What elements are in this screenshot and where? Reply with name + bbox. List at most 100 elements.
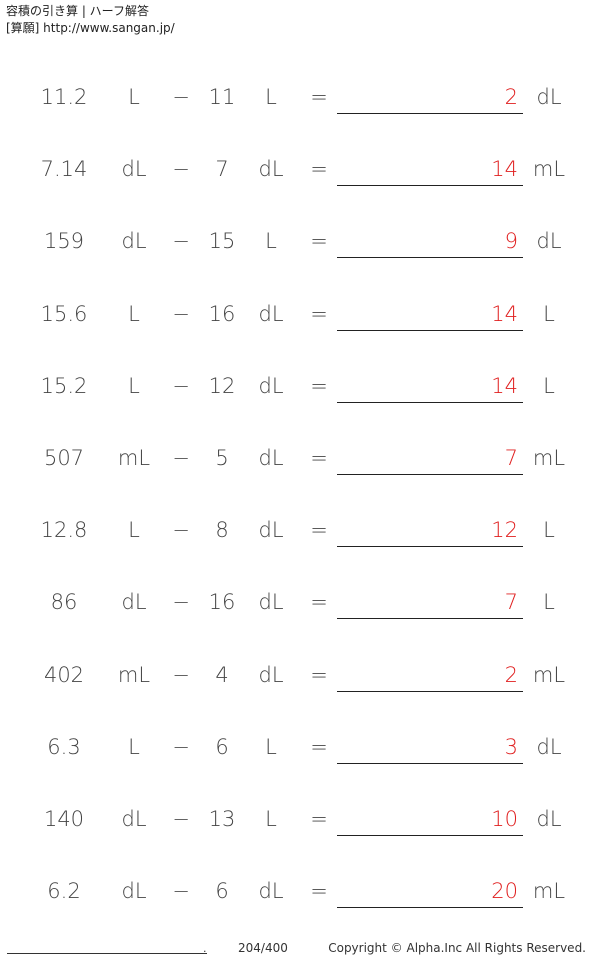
unit-result: dL: [536, 734, 562, 759]
minus-sign: −: [172, 229, 190, 254]
operand-a: 12.8: [40, 518, 88, 543]
operand-a: 15.2: [40, 373, 88, 398]
equals-sign: =: [310, 734, 328, 759]
equals-sign: =: [310, 590, 328, 615]
unit-b: dL: [258, 157, 284, 182]
unit-result: L: [543, 590, 555, 615]
equals-sign: =: [310, 229, 328, 254]
answer-value: 10: [491, 807, 518, 831]
operand-a: 11.2: [40, 85, 88, 109]
operand-a: 507: [43, 446, 85, 470]
minus-sign: −: [172, 85, 190, 109]
unit-result: L: [543, 518, 555, 543]
equals-sign: =: [310, 373, 328, 398]
answer-value: 14: [491, 301, 518, 326]
worksheet-title: 容積の引き算 | ハーフ解答: [6, 4, 149, 18]
minus-sign: −: [172, 157, 190, 182]
answer-value: 14: [491, 157, 518, 182]
operand-b: 7: [215, 157, 229, 182]
unit-result: dL: [536, 229, 562, 254]
unit-b: dL: [258, 301, 284, 326]
unit-a: dL: [121, 807, 147, 831]
operand-a: 159: [43, 229, 85, 254]
answer-line: [337, 618, 523, 620]
problem-row: 159 dL −15 L = 9 dL: [0, 222, 600, 262]
unit-b: dL: [258, 446, 284, 470]
operand-b: 5: [215, 446, 229, 470]
unit-a: mL: [117, 662, 151, 687]
minus-sign: −: [172, 590, 190, 615]
unit-a: L: [128, 734, 140, 759]
operand-a: 7.14: [40, 157, 88, 182]
answer-value: 12: [491, 518, 518, 543]
minus-sign: −: [172, 373, 190, 398]
minus-sign: −: [172, 807, 190, 831]
page-number: 204/400: [238, 941, 288, 955]
problem-row: 507 mL −5 dL = 7 mL: [0, 439, 600, 479]
equals-sign: =: [310, 879, 328, 904]
copyright: Copyright © Alpha.Inc All Rights Reserve…: [328, 941, 586, 955]
answer-value: 14: [491, 373, 518, 398]
operand-b: 15: [208, 229, 236, 254]
answer-line: [337, 546, 523, 548]
unit-b: L: [265, 807, 277, 831]
problem-row: 402 mL −4 dL = 2 mL: [0, 656, 600, 696]
minus-sign: −: [172, 301, 190, 326]
name-line: [7, 953, 207, 954]
answer-line: [337, 257, 523, 259]
minus-sign: −: [172, 734, 190, 759]
unit-a: L: [128, 85, 140, 109]
answer-value: 3: [504, 734, 518, 759]
unit-a: L: [128, 518, 140, 543]
answer-value: 9: [504, 229, 518, 254]
answer-line: [337, 401, 523, 403]
unit-a: dL: [121, 879, 147, 904]
operand-a: 6.2: [47, 879, 81, 904]
problem-row: 15.6 L −16 dL = 14 L: [0, 295, 600, 335]
equals-sign: =: [310, 518, 328, 543]
minus-sign: −: [172, 446, 190, 470]
answer-line: [337, 907, 523, 909]
equals-sign: =: [310, 446, 328, 470]
operand-b: 6: [215, 734, 229, 759]
unit-result: L: [543, 301, 555, 326]
unit-b: dL: [258, 590, 284, 615]
operand-b: 4: [215, 662, 229, 687]
unit-b: dL: [258, 373, 284, 398]
unit-result: mL: [532, 446, 566, 470]
operand-b: 11: [208, 85, 236, 109]
equals-sign: =: [310, 85, 328, 109]
problem-row: 86 dL −16 dL = 7 L: [0, 583, 600, 623]
unit-b: L: [265, 734, 277, 759]
answer-value: 7: [504, 590, 518, 615]
problem-row: 140 dL −13 L = 10 dL: [0, 800, 600, 840]
problem-row: 7.14 dL −7 dL = 14 mL: [0, 150, 600, 190]
operand-a: 140: [43, 807, 85, 831]
answer-line: [337, 113, 523, 114]
minus-sign: −: [172, 518, 190, 543]
operand-b: 12: [208, 373, 236, 398]
unit-result: mL: [532, 662, 566, 687]
site-link[interactable]: [算願] http://www.sangan.jp/: [6, 21, 175, 35]
unit-a: L: [128, 373, 140, 398]
answer-value: 7: [504, 446, 518, 470]
problem-row: 12.8 L −8 dL = 12 L: [0, 511, 600, 551]
answer-line: [337, 474, 523, 475]
unit-b: L: [265, 85, 277, 109]
operand-b: 13: [208, 807, 236, 831]
unit-a: dL: [121, 157, 147, 182]
operand-a: 15.6: [40, 301, 88, 326]
unit-b: L: [265, 229, 277, 254]
operand-b: 16: [208, 301, 236, 326]
answer-line: [337, 835, 523, 836]
unit-result: mL: [532, 157, 566, 182]
problem-row: 6.2 dL −6 dL = 20 mL: [0, 872, 600, 912]
equals-sign: =: [310, 301, 328, 326]
unit-b: dL: [258, 518, 284, 543]
equals-sign: =: [310, 157, 328, 182]
answer-value: 20: [491, 879, 518, 904]
unit-result: dL: [536, 807, 562, 831]
problem-row: 11.2 L −11 L = 2 dL: [0, 78, 600, 118]
unit-b: dL: [258, 662, 284, 687]
answer-line: [337, 762, 523, 764]
